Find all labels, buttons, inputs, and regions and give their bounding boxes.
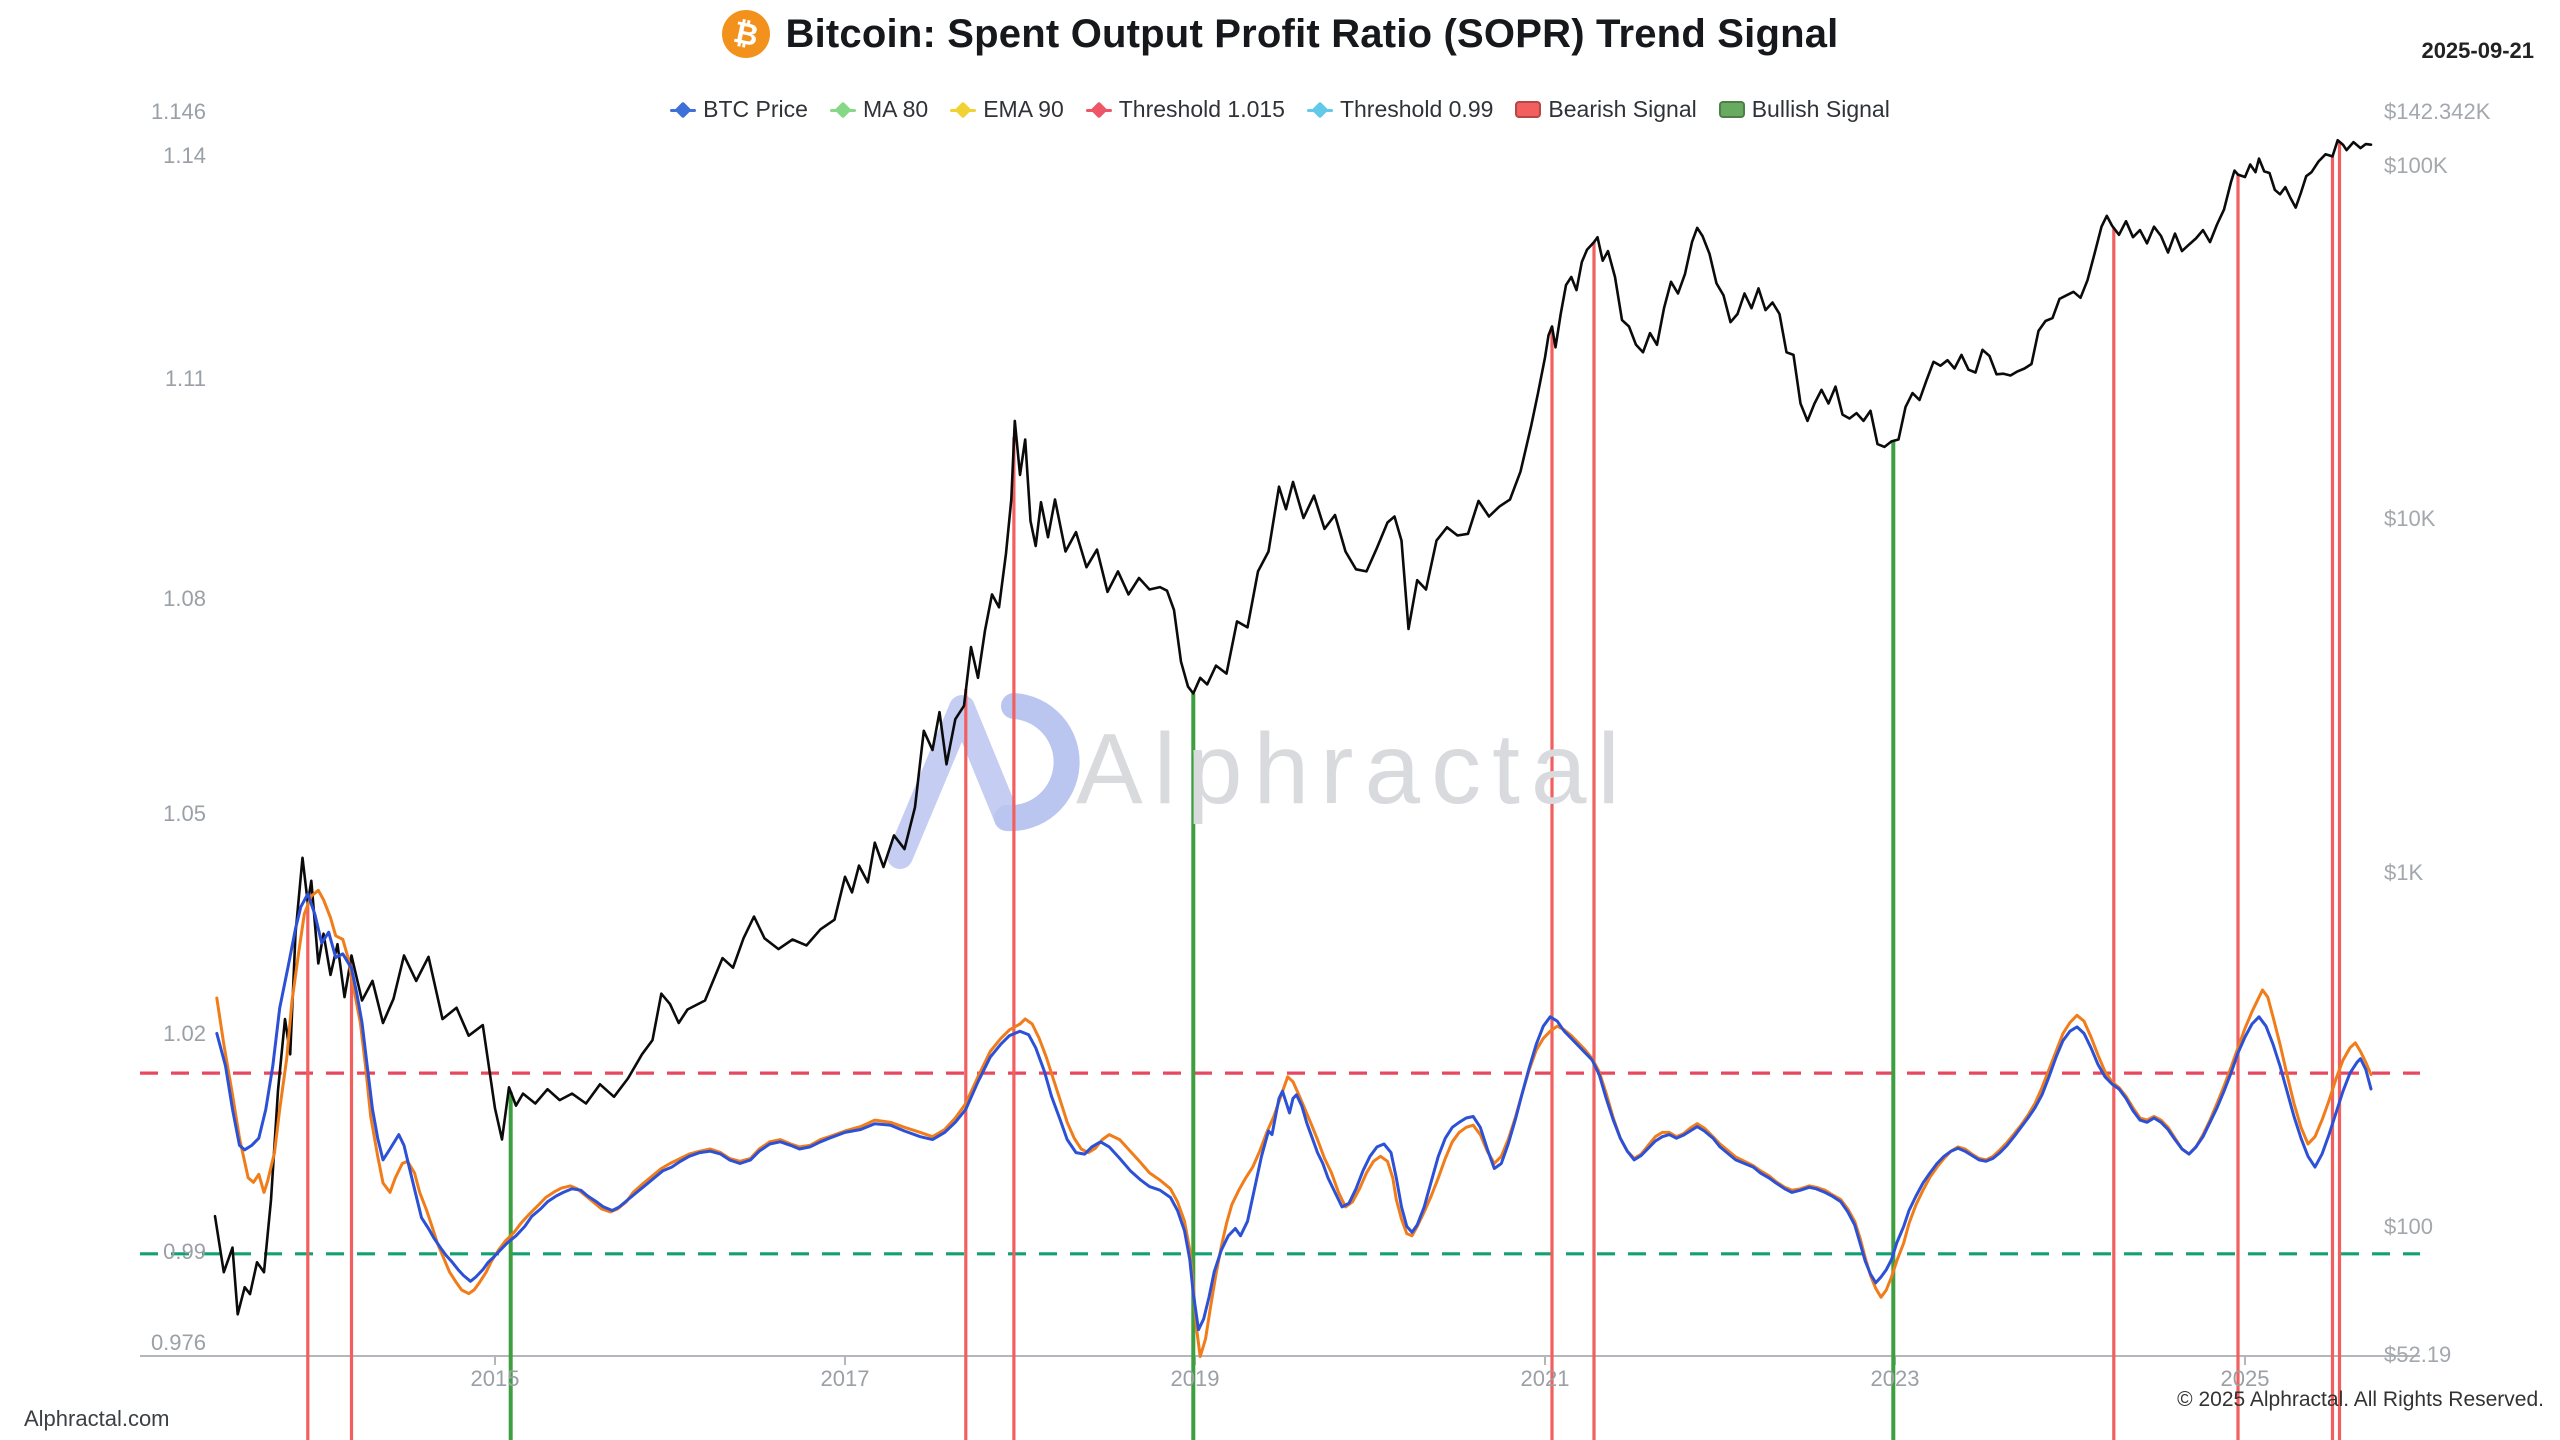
y-axis-left-tick-label: 1.02 [163,1021,206,1046]
x-axis-tick-label: 2023 [1870,1366,1920,1391]
y-axis-right-tick-label: $10K [2384,506,2436,531]
y-axis-left-tick-label: 0.99 [163,1239,206,1264]
x-axis-tick-label: 2025 [2220,1366,2270,1391]
y-axis-left-tick-label: 1.14 [163,143,206,168]
chart-header: ₿ Bitcoin: Spent Output Profit Ratio (SO… [0,5,2560,63]
x-axis-tick-label: 2017 [820,1366,870,1391]
x-axis-tick-label: 2021 [1520,1366,1570,1391]
legend-rect-icon [1718,101,1745,118]
y-axis-right-tick-label: $142.342K [2384,99,2491,124]
y-axis-left-tick-label: 0.976 [150,1330,206,1355]
y-axis-right-tick-label: $1K [2384,860,2424,885]
chart-date: 2025-09-21 [2421,38,2534,63]
y-axis-right-tick-label: $52.19 [2384,1342,2452,1367]
footer-copyright: © 2025 Alphractal. All Rights Reserved. [2177,1388,2544,1411]
watermark-text: Alphractal [1076,713,1631,825]
legend-item-threshold-1-015[interactable]: Threshold 1.015 [1085,96,1285,123]
y-axis-right-tick-label: $100 [2384,1214,2433,1239]
legend-diamond-icon [950,101,977,118]
legend-item-label: Bearish Signal [1548,96,1697,122]
legend-item-label: Bullish Signal [1751,96,1890,122]
legend-item-label: Threshold 1.015 [1118,96,1285,122]
x-axis-tick-label: 2019 [1170,1366,1220,1391]
legend-item-label: Threshold 0.99 [1339,96,1494,122]
legend-diamond-icon [1306,101,1333,118]
legend-item-bearish-signal[interactable]: Bearish Signal [1515,96,1697,123]
watermark-logo-icon [994,693,1080,832]
legend: BTC Price MA 80 EMA 90 Threshold 1.015 Thres… [0,96,2560,123]
legend-diamond-icon [670,101,697,118]
y-axis-left-tick-label: 1.146 [150,99,206,124]
legend-item-label: BTC Price [703,96,808,122]
x-axis-tick-label: 2015 [470,1366,520,1391]
legend-item-label: MA 80 [862,96,929,122]
legend-diamond-icon [829,101,856,118]
legend-item-btc-price[interactable]: BTC Price [670,96,808,123]
y-axis-left-tick-label: 1.08 [163,586,206,611]
legend-diamond-icon [1085,101,1112,118]
legend-item-ema-90[interactable]: EMA 90 [950,96,1064,123]
legend-rect-icon [1515,101,1542,118]
legend-item-threshold-0-99[interactable]: Threshold 0.99 [1306,96,1494,123]
series-line-ema-90 [215,888,2373,1358]
y-axis-right-tick-label: $100K [2384,153,2448,178]
legend-item-label: EMA 90 [983,96,1064,122]
legend-item-bullish-signal[interactable]: Bullish Signal [1718,96,1890,123]
series-line-btc-price [213,138,2373,1316]
page-title: Bitcoin: Spent Output Profit Ratio (SOPR… [785,11,1839,56]
series-line-ma-80 [215,892,2373,1332]
bitcoin-icon: ₿ [717,5,774,63]
y-axis-left-tick-label: 1.11 [164,366,206,391]
legend-item-ma-80[interactable]: MA 80 [829,96,929,123]
y-axis-left-tick-label: 1.05 [163,801,206,826]
footer-site-name: Alphractal.com [24,1406,170,1431]
